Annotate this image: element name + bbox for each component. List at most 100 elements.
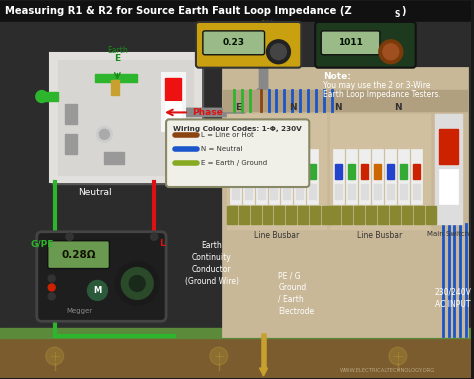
Text: E = Earth / Ground: E = Earth / Ground — [201, 160, 267, 166]
Circle shape — [88, 280, 108, 301]
Bar — [283, 184, 291, 199]
Bar — [374, 164, 381, 179]
Bar — [307, 149, 318, 204]
FancyBboxPatch shape — [315, 22, 416, 68]
Text: PE / G
Ground
/ Earth
Electrode: PE / G Ground / Earth Electrode — [278, 271, 315, 316]
Bar — [239, 206, 249, 224]
Bar — [227, 114, 326, 229]
Bar — [426, 206, 436, 224]
Bar — [335, 164, 342, 179]
Text: Main Switch: Main Switch — [428, 231, 470, 237]
Bar — [283, 164, 291, 179]
Circle shape — [48, 284, 55, 291]
Text: Line Busbar: Line Busbar — [357, 231, 402, 240]
Text: 0.23: 0.23 — [223, 38, 245, 47]
Text: M: M — [93, 286, 101, 295]
Text: 1011: 1011 — [337, 38, 363, 47]
FancyBboxPatch shape — [166, 119, 309, 187]
Bar — [50, 53, 201, 182]
Circle shape — [389, 347, 407, 365]
Circle shape — [48, 293, 55, 300]
Bar — [309, 184, 316, 199]
Bar — [232, 164, 239, 179]
Bar — [335, 184, 342, 199]
Text: E: E — [114, 54, 120, 63]
Bar — [400, 184, 407, 199]
Bar — [348, 184, 355, 199]
Bar — [223, 89, 467, 111]
Bar — [286, 206, 296, 224]
Bar — [0, 1, 471, 22]
Bar — [330, 206, 340, 224]
Bar — [243, 149, 254, 204]
Polygon shape — [260, 368, 267, 376]
FancyBboxPatch shape — [48, 241, 109, 269]
Bar — [64, 105, 77, 124]
Bar — [0, 336, 471, 378]
Text: N: N — [394, 103, 401, 112]
Circle shape — [36, 91, 48, 102]
Bar — [413, 164, 419, 179]
Text: You may use the 2 or 3-Wire: You may use the 2 or 3-Wire — [323, 81, 431, 89]
Bar — [52, 55, 203, 184]
Bar — [330, 114, 429, 229]
Text: 0.28Ω: 0.28Ω — [61, 250, 96, 260]
Circle shape — [65, 233, 73, 241]
Bar — [348, 164, 355, 179]
Bar — [64, 134, 77, 154]
Text: E: E — [236, 103, 242, 112]
Circle shape — [115, 262, 159, 305]
Bar — [230, 149, 241, 204]
Bar — [223, 68, 467, 336]
Circle shape — [121, 268, 153, 299]
Text: Neutral: Neutral — [78, 188, 111, 197]
Bar — [410, 149, 422, 204]
FancyBboxPatch shape — [196, 22, 301, 68]
Bar — [354, 206, 364, 224]
Bar — [387, 184, 394, 199]
Bar — [251, 206, 261, 224]
FancyBboxPatch shape — [37, 232, 166, 321]
Text: N = Neutral: N = Neutral — [201, 146, 242, 152]
Text: Measuring R1 & R2 for Source Earth Fault Loop Impedance (Z: Measuring R1 & R2 for Source Earth Fault… — [5, 6, 352, 17]
Bar — [255, 149, 266, 204]
Bar — [414, 206, 424, 224]
Text: L: L — [159, 239, 165, 248]
Bar — [390, 206, 400, 224]
Text: Earth: Earth — [107, 46, 128, 55]
Circle shape — [129, 276, 145, 291]
Bar — [387, 164, 394, 179]
Text: Line Busbar: Line Busbar — [254, 231, 299, 240]
Text: WWW.ELECTRICALTECHNOLOGY.ORG: WWW.ELECTRICALTECHNOLOGY.ORG — [340, 368, 436, 373]
Bar — [435, 114, 463, 224]
Bar — [359, 149, 370, 204]
Bar — [263, 206, 273, 224]
Circle shape — [383, 44, 399, 60]
Circle shape — [210, 347, 228, 365]
Bar — [271, 184, 277, 199]
Bar — [346, 149, 357, 204]
Bar — [111, 80, 119, 94]
Bar — [296, 184, 303, 199]
Text: Phase: Phase — [192, 108, 223, 117]
FancyBboxPatch shape — [321, 31, 380, 55]
Text: G/PE: G/PE — [30, 239, 54, 248]
Text: Megger: Megger — [66, 309, 92, 314]
Text: Earth Loop Impedance Testers.: Earth Loop Impedance Testers. — [323, 89, 441, 99]
Bar — [438, 169, 458, 204]
Circle shape — [150, 233, 158, 241]
Bar — [165, 102, 181, 121]
Bar — [245, 164, 252, 179]
Circle shape — [46, 347, 64, 365]
Bar — [361, 164, 368, 179]
Circle shape — [48, 275, 55, 282]
Text: S: S — [395, 10, 400, 19]
Bar — [257, 184, 264, 199]
Text: Note:: Note: — [323, 72, 351, 81]
Bar — [374, 184, 381, 199]
Text: N: N — [334, 103, 342, 112]
Bar — [385, 149, 396, 204]
Text: Wiring Colour Codes: 1-Φ, 230V: Wiring Colour Codes: 1-Φ, 230V — [173, 126, 302, 132]
Bar — [402, 206, 412, 224]
Circle shape — [271, 44, 286, 60]
